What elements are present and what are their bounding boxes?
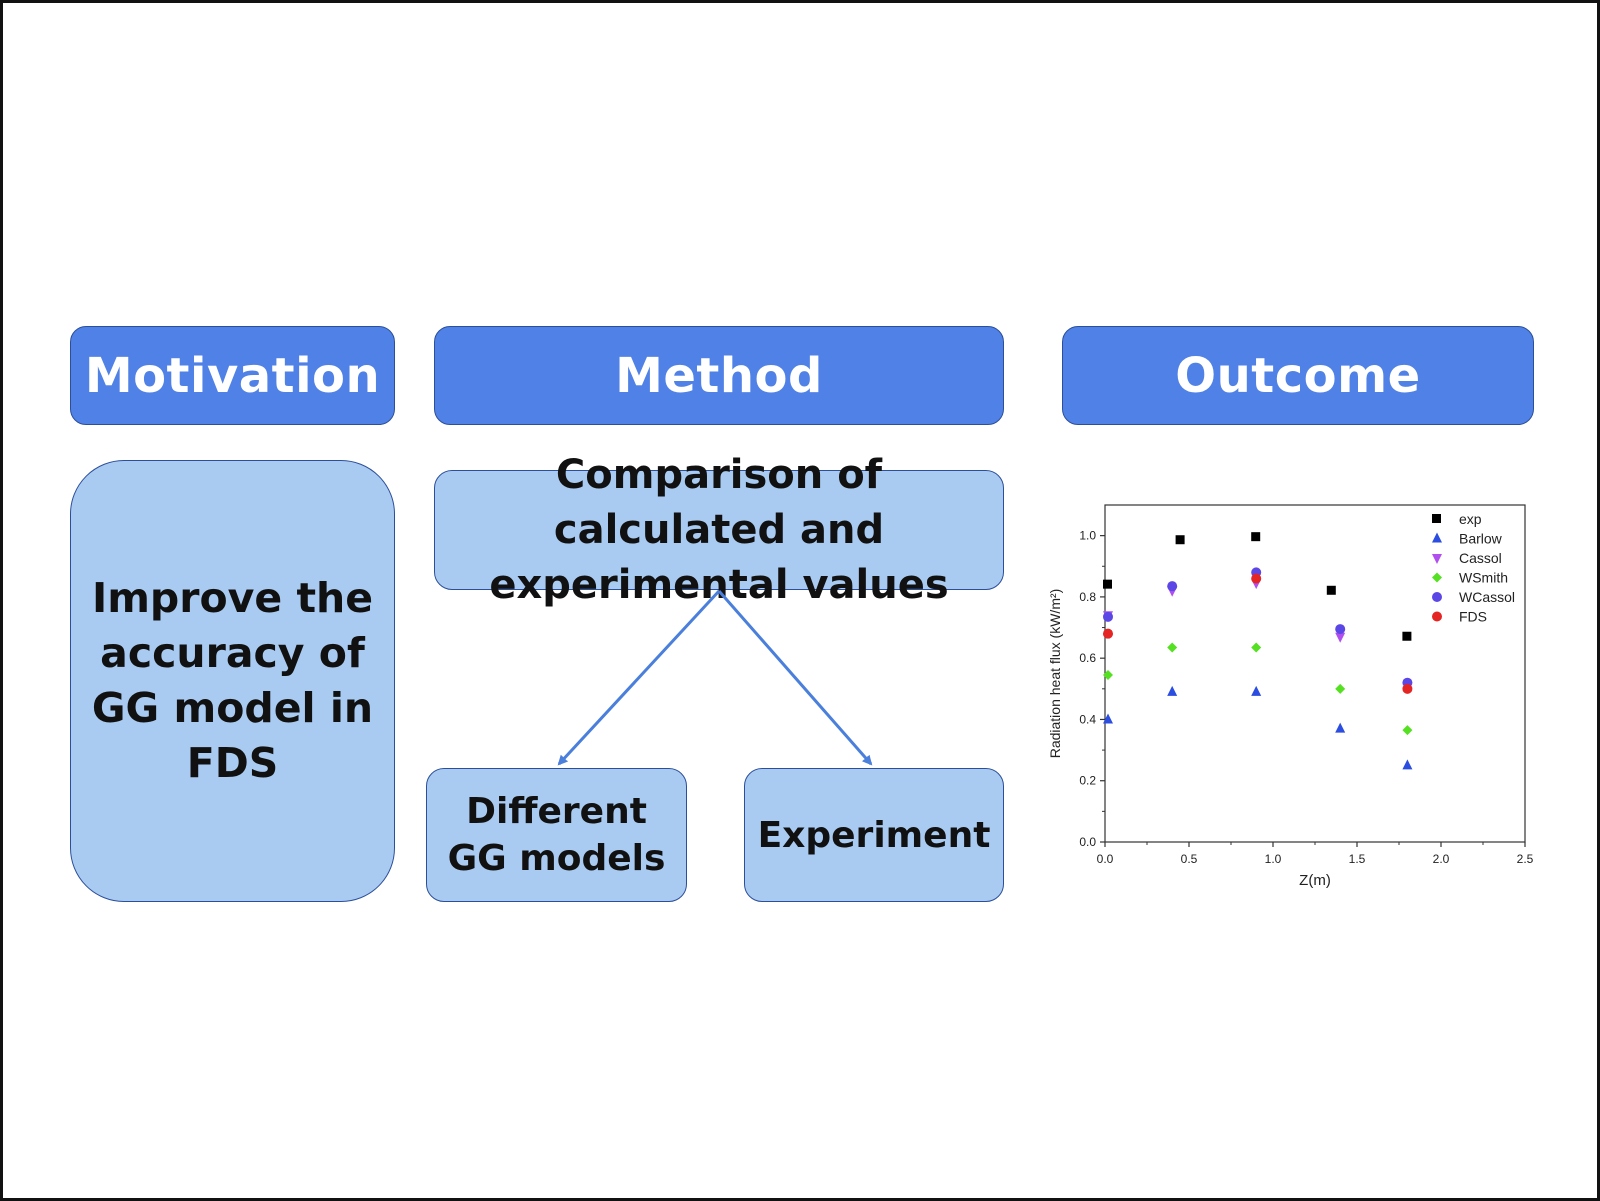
point-wsmith [1251,642,1262,653]
legend-label-barlow: Barlow [1459,531,1503,547]
legend-marker-barlow [1432,532,1442,543]
x-tick-label: 1.5 [1349,852,1366,866]
legend-label-fds: FDS [1459,609,1487,625]
point-wsmith [1402,725,1413,736]
point-fds [1251,573,1262,584]
point-barlow [1251,685,1262,696]
y-tick-label: 0.2 [1079,774,1096,788]
point-exp [1402,631,1412,641]
motivation-box: Improve the accuracy of GG model in FDS [70,460,395,902]
x-tick-label: 2.5 [1517,852,1534,866]
point-barlow [1335,722,1346,733]
point-wcassol [1103,611,1113,622]
point-wcassol [1167,581,1178,592]
y-tick-label: 0.0 [1079,835,1096,849]
point-barlow [1103,713,1113,724]
point-barlow [1167,685,1178,696]
point-exp [1251,532,1261,542]
comparison-text: Comparison of calculated and experimenta… [489,451,949,608]
point-exp [1175,535,1185,545]
motivation-header: Motivation [70,326,395,425]
motivation-text: Improve the accuracy of GG model in FDS [91,574,374,787]
point-wsmith [1335,683,1346,694]
experiment-text: Experiment [757,814,991,856]
point-wsmith [1167,642,1178,653]
legend-label-exp: exp [1459,511,1482,527]
legend-marker-wsmith [1432,572,1442,583]
point-wcassol [1335,624,1346,635]
gg-models-text: Different GG models [447,791,666,879]
point-fds [1103,628,1113,639]
method-header: Method [434,326,1004,425]
point-cassol [1335,632,1346,643]
outcome-header: Outcome [1062,326,1534,425]
legend-marker-exp [1432,514,1441,523]
point-fds [1402,683,1413,694]
legend-label-wsmith: WSmith [1459,570,1508,586]
legend-marker-cassol [1432,554,1442,564]
radiation-heat-flux-chart: 0.0 0.2 0.4 0.6 0.8 1.0 0.0 0.5 1.0 1.5 2.0 2.5 Z(m)… [1047,504,1534,889]
y-tick-label: 1.0 [1079,529,1096,543]
comparison-box: Comparison of calculated and experimenta… [434,452,1004,608]
y-tick-label: 0.4 [1079,712,1096,726]
x-tick-label: 0.0 [1097,852,1114,866]
x-tick-label: 0.5 [1181,852,1198,866]
point-exp [1103,579,1112,589]
point-wsmith [1103,670,1113,681]
point-exp [1326,585,1336,595]
x-tick-label: 1.0 [1265,852,1282,866]
legend-marker-fds [1432,611,1442,622]
y-axis-label: Radiation heat flux (kW/m²) [1047,589,1063,759]
point-barlow [1402,759,1413,770]
legend-label-wcassol: WCassol [1459,589,1515,605]
y-tick-label: 0.8 [1079,590,1096,604]
experiment-box: Experiment [744,768,1004,902]
y-tick-label: 0.6 [1079,651,1096,665]
gg-models-box: Different GG models [426,768,687,902]
legend-label-cassol: Cassol [1459,550,1502,566]
x-axis-label: Z(m) [1299,872,1331,889]
x-tick-label: 2.0 [1433,852,1450,866]
legend-marker-wcassol [1432,592,1442,602]
